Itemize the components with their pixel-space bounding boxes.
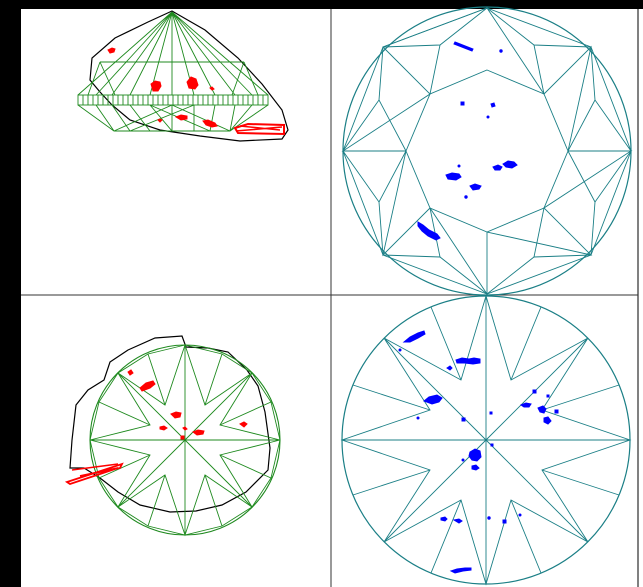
canvas-background <box>21 9 643 587</box>
pavilion-bottom-view <box>64 335 281 537</box>
crown-side-view <box>77 10 289 142</box>
pavilion-facet-diagram <box>340 294 632 586</box>
crown-facets <box>77 11 269 132</box>
star-facets <box>341 7 633 296</box>
bottom-inclusions <box>64 369 248 485</box>
side-inclusions <box>107 47 285 136</box>
rough-outline <box>89 10 289 142</box>
pavilion-inclusions <box>398 330 559 574</box>
table-inclusions <box>417 41 518 241</box>
table-facet-diagram <box>341 6 633 296</box>
pavilion-main-facets <box>342 296 630 584</box>
pavilion-facets-bottom <box>89 343 281 537</box>
pavilion-lower-girdle <box>340 294 632 586</box>
